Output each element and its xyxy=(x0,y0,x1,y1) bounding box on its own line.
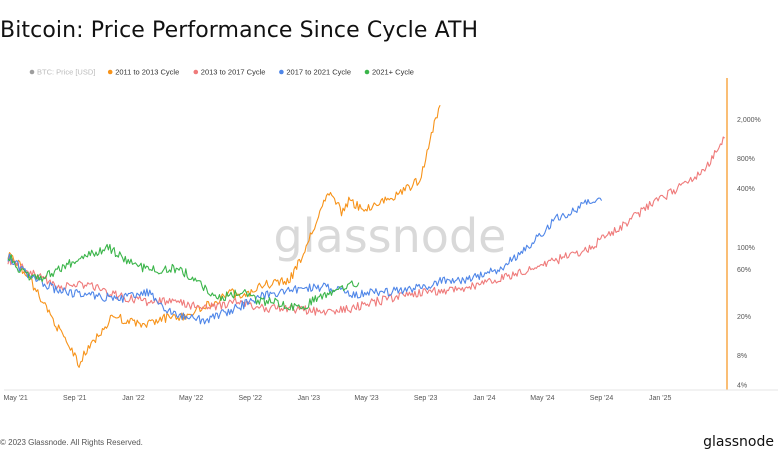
y-tick-label: 60% xyxy=(737,267,751,274)
series-line-cycle_2017 xyxy=(7,197,603,325)
y-tick-label: 4% xyxy=(737,383,747,390)
x-tick-label: May '22 xyxy=(179,395,203,402)
x-axis-ticks: May '21 Sep '21 Jan '22 May '22 Sep '22 Jan '… xyxy=(4,395,672,402)
y-tick-label: 100% xyxy=(737,245,755,252)
x-tick-label: May '24 xyxy=(530,395,554,402)
x-tick-label: May '21 xyxy=(4,395,28,402)
chart-area: BTC: Price [USD] 2011 to 2013 Cycle 2013 t… xyxy=(0,60,780,410)
chart-background xyxy=(0,60,780,410)
x-tick-label: May '23 xyxy=(354,395,378,402)
x-tick-label: Sep '24 xyxy=(590,395,614,402)
x-tick-label: Sep '22 xyxy=(238,395,262,402)
legend-marker-cycle_2013 xyxy=(193,69,199,75)
x-tick-label: Jan '22 xyxy=(122,395,144,402)
legend: BTC: Price [USD] 2011 to 2013 Cycle 2013 t… xyxy=(29,68,414,77)
chart-svg: BTC: Price [USD] 2011 to 2013 Cycle 2013 t… xyxy=(0,60,780,410)
legend-label-cycle_2013: 2013 to 2017 Cycle xyxy=(201,68,266,77)
y-tick-label: 800% xyxy=(737,156,755,163)
x-tick-label: Jan '25 xyxy=(649,395,671,402)
series-line-cycle_2011 xyxy=(7,104,441,368)
x-tick-label: Jan '24 xyxy=(473,395,495,402)
y-tick-label: 400% xyxy=(737,186,755,193)
x-tick-label: Sep '21 xyxy=(63,395,87,402)
copyright-text: © 2023 Glassnode. All Rights Reserved. xyxy=(0,438,143,447)
legend-marker-cycle_2011 xyxy=(107,69,113,75)
y-tick-label: 2,000% xyxy=(737,117,761,124)
y-axis-ticks: 2,000% 800% 400% 100% 60% 20% 8% 4% xyxy=(737,117,761,389)
legend-label-cycle_2017: 2017 to 2021 Cycle xyxy=(286,68,351,77)
legend-marker-btc_price xyxy=(29,69,35,75)
legend-label-cycle_2011: 2011 to 2013 Cycle xyxy=(115,68,179,77)
y-tick-label: 8% xyxy=(737,353,747,360)
series-line-cycle_2013 xyxy=(7,136,725,316)
legend-label-cycle_2021: 2021+ Cycle xyxy=(372,68,414,77)
y-tick-label: 20% xyxy=(737,314,751,321)
legend-marker-cycle_2021 xyxy=(364,69,370,75)
legend-label-btc_price: BTC: Price [USD] xyxy=(37,68,95,77)
glassnode-logo[interactable]: glassnode xyxy=(703,434,774,450)
watermark-text: glassnode xyxy=(274,209,507,263)
series-line-cycle_2021 xyxy=(7,243,360,312)
x-tick-label: Sep '23 xyxy=(414,395,438,402)
legend-marker-cycle_2017 xyxy=(279,69,284,75)
chart-title: Bitcoin: Price Performance Since Cycle A… xyxy=(0,18,479,43)
x-tick-label: Jan '23 xyxy=(298,395,320,402)
series-layer xyxy=(7,104,725,368)
